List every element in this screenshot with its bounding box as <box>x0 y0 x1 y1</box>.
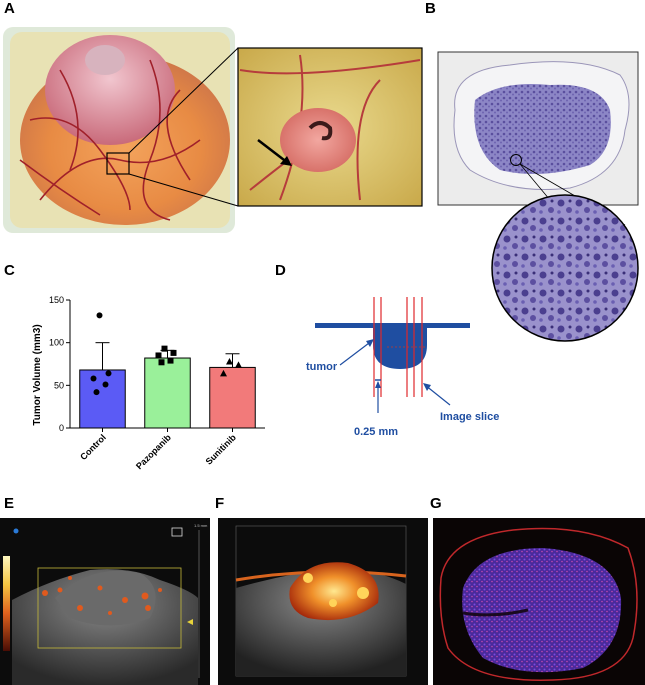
chart-point <box>161 345 168 352</box>
panel-label-g: G <box>430 495 442 512</box>
panel-label-c: C <box>4 262 15 279</box>
panel-label-f: F <box>215 495 225 512</box>
chart-point <box>170 349 177 356</box>
perfusion-hotspots <box>303 573 369 607</box>
doppler-signals <box>42 576 162 615</box>
chart-y-tick-label: 50 <box>54 380 64 390</box>
scan-icon <box>171 527 183 537</box>
panel-d-diagram: tumor 0.25 mm Image slice <box>306 297 499 438</box>
zoom-line-bottom <box>128 173 239 207</box>
chart-point <box>226 357 233 365</box>
blood-vessels <box>19 59 201 221</box>
panel-label-e: E <box>4 495 15 512</box>
cam-outline <box>439 527 638 681</box>
tissue-fold <box>462 608 529 617</box>
panel-a-photo <box>3 27 423 233</box>
chart-y-tick-label: 150 <box>49 295 64 305</box>
panel-f-ultrasound <box>218 518 428 685</box>
chart-y-ticks: 0 50 100 150 <box>49 295 70 433</box>
chart-y-axis-title: Tumor Volume (mm3) <box>32 324 43 425</box>
thickness-label: 0.25 mm <box>354 426 398 438</box>
panel-label-b: B <box>425 0 436 17</box>
chart-bars <box>79 357 256 429</box>
tumor-section <box>474 84 611 174</box>
chart-point <box>102 381 109 388</box>
magnified-circle <box>491 194 639 342</box>
magnify-line-left <box>519 163 551 201</box>
panel-g-fluorescence <box>433 518 645 685</box>
chart-point <box>220 369 227 377</box>
tumor-label: tumor <box>306 361 338 373</box>
chart-x-labels: Control Pazopanib Sunitinib <box>78 428 238 471</box>
doppler-colorbar <box>3 556 10 651</box>
chart-point <box>96 312 103 319</box>
slice-pointer <box>424 384 451 406</box>
slice-label: Image slice <box>440 411 499 423</box>
magnified-cells <box>492 195 638 341</box>
zoom-line-top <box>128 47 239 154</box>
panel-label-a: A <box>4 0 15 17</box>
doppler-roi-box <box>37 567 182 649</box>
chart-point <box>167 357 174 364</box>
slice-pointer-head <box>423 383 431 391</box>
chart-bar-control <box>79 369 126 429</box>
chart-point <box>155 352 162 359</box>
embryo-head <box>85 45 125 75</box>
magnified-region-marker <box>510 154 522 166</box>
panel-b-histology <box>437 51 639 342</box>
depth-label: 1.5 mm <box>194 523 208 528</box>
chart-y-tick-label: 100 <box>49 338 64 348</box>
chart-x-label: Control <box>78 432 108 462</box>
chart-point <box>93 389 100 396</box>
chart-x-label: Sunitinib <box>204 432 239 467</box>
panel-label-d: D <box>275 262 286 279</box>
zoom-region-box <box>106 152 130 175</box>
chart-point <box>90 375 97 382</box>
thickness-pointer-head <box>375 381 381 388</box>
focus-marker <box>187 619 193 625</box>
zoom-arrow-head <box>280 156 292 166</box>
tumor-pointer-head <box>366 339 374 347</box>
zoom-arrow-shaft <box>257 139 289 164</box>
cam-membrane-line <box>315 323 470 328</box>
chart-x-label: Pazopanib <box>134 432 173 471</box>
chart-y-tick-label: 0 <box>59 423 64 433</box>
zoom-tumor-core <box>308 121 333 141</box>
tumor-pointer <box>339 339 374 366</box>
tumor-fluorescence <box>462 548 622 673</box>
chart-bar-sunitinib <box>209 366 256 429</box>
chart-point <box>235 361 242 368</box>
panel-c-chart: Tumor Volume (mm3) 0 50 100 150 Control Pazo… <box>32 295 265 471</box>
tumor-echo <box>55 570 156 626</box>
probe-indicator <box>13 528 19 534</box>
zoom-tumor <box>280 108 356 172</box>
panel-e-ultrasound: 1.5 mm <box>0 518 210 685</box>
chart-point <box>158 359 165 366</box>
chart-bar-pazopanib <box>144 357 191 429</box>
chart-points <box>90 312 242 396</box>
chart-point <box>105 370 112 377</box>
